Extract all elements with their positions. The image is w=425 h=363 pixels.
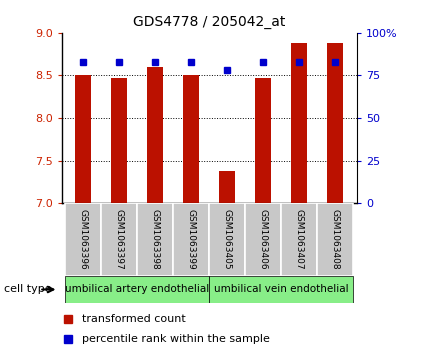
Bar: [245, 203, 281, 276]
Bar: [147, 67, 163, 203]
Text: percentile rank within the sample: percentile rank within the sample: [82, 334, 270, 344]
Title: GDS4778 / 205042_at: GDS4778 / 205042_at: [133, 15, 286, 29]
Bar: [137, 203, 173, 276]
Bar: [65, 203, 101, 276]
Bar: [65, 277, 209, 303]
Bar: [209, 203, 245, 276]
Text: GSM1063407: GSM1063407: [295, 209, 304, 270]
Bar: [219, 171, 235, 203]
Bar: [281, 203, 317, 276]
Bar: [291, 43, 307, 203]
Bar: [101, 203, 137, 276]
Bar: [75, 75, 91, 203]
Bar: [255, 78, 272, 203]
Bar: [209, 277, 354, 303]
Text: GSM1063397: GSM1063397: [115, 209, 124, 270]
Bar: [183, 75, 199, 203]
Bar: [173, 203, 210, 276]
Text: umbilical artery endothelial: umbilical artery endothelial: [65, 285, 210, 294]
Text: GSM1063399: GSM1063399: [187, 209, 196, 270]
Text: GSM1063408: GSM1063408: [331, 209, 340, 270]
Text: umbilical vein endothelial: umbilical vein endothelial: [214, 285, 348, 294]
Text: GSM1063398: GSM1063398: [151, 209, 160, 270]
Bar: [317, 203, 354, 276]
Text: cell type: cell type: [4, 285, 52, 294]
Text: GSM1063406: GSM1063406: [259, 209, 268, 270]
Text: GSM1063405: GSM1063405: [223, 209, 232, 270]
Text: GSM1063396: GSM1063396: [79, 209, 88, 270]
Bar: [327, 43, 343, 203]
Bar: [111, 78, 128, 203]
Text: transformed count: transformed count: [82, 314, 186, 324]
